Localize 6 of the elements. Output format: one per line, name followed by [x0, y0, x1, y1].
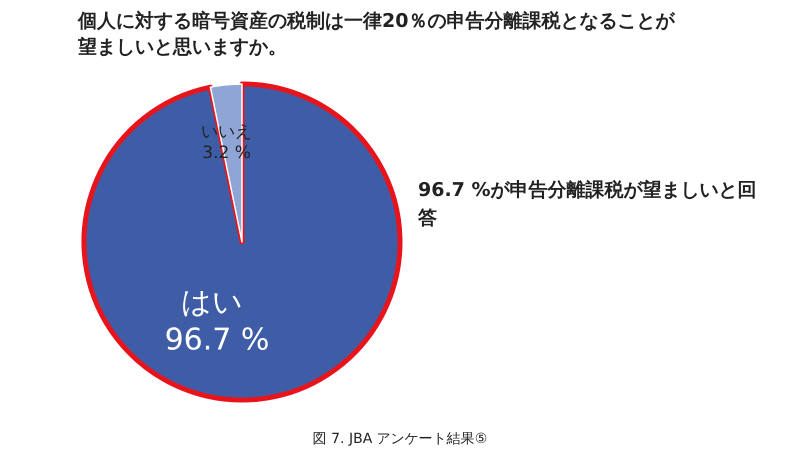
chart-title: 個人に対する暗号資産の税制は一律20％の申告分離課税となることが望ましいと思いますか。 [78, 9, 676, 60]
text: 96.7 %が申告分離課税が望ましいと回答 [418, 178, 758, 231]
data-label: 96.7 % [164, 322, 270, 358]
caption: 図 7. JBA アンケート結果⑤ [312, 430, 488, 448]
slice-label: はい [181, 285, 243, 320]
slice-label: いいえ [201, 122, 252, 142]
